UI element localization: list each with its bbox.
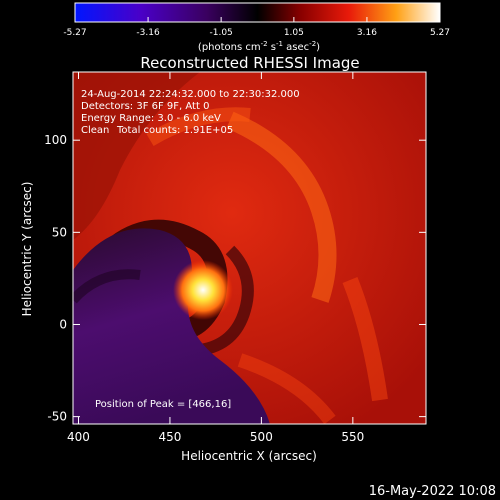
info-energy-range: Energy Range: 3.0 - 6.0 keV xyxy=(81,113,221,124)
colorbar-tick-label: -5.27 xyxy=(63,28,86,38)
colorbar-tick-label: -3.16 xyxy=(136,28,160,38)
x-tick-label: 500 xyxy=(250,430,273,444)
colorbar-gradient xyxy=(74,2,441,23)
info-detectors: Detectors: 3F 6F 9F, Att 0 xyxy=(81,101,209,112)
chart-title: Reconstructed RHESSI Image xyxy=(140,54,359,72)
y-axis-label: Heliocentric Y (arcsec) xyxy=(20,182,34,317)
x-tick-label: 550 xyxy=(341,430,364,444)
rhessi-image xyxy=(73,72,426,424)
colorbar-tick-label: 1.05 xyxy=(284,28,304,38)
colorbar-tick-label: -1.05 xyxy=(209,28,232,38)
footer-date: 16-May-2022 10:08 xyxy=(369,484,496,499)
y-tick-label: 100 xyxy=(44,133,67,147)
plot-frame xyxy=(72,71,427,425)
colorbar-tick-label: 5.27 xyxy=(430,28,450,38)
colorbar: -5.27 -3.16 -1.05 1.05 3.16 5.27 (photons cm-… xyxy=(63,2,450,53)
x-axis-label: Heliocentric X (arcsec) xyxy=(181,449,317,463)
colorbar-ticks: -5.27 -3.16 -1.05 1.05 3.16 5.27 xyxy=(63,17,450,38)
peak-position-label: Position of Peak = [466,16] xyxy=(95,399,231,410)
colorbar-tick-label: 3.16 xyxy=(357,28,377,38)
x-axis-ticks: 400 450 500 550 xyxy=(67,72,364,444)
info-method: Clean xyxy=(81,125,109,136)
x-tick-label: 450 xyxy=(158,430,181,444)
y-tick-label: 50 xyxy=(52,225,67,239)
info-annotations: 24-Aug-2014 22:24:32.000 to 22:30:32.000… xyxy=(81,89,300,410)
y-tick-label: 0 xyxy=(59,317,67,331)
colorbar-unit-label: (photons cm-2 s-1 asec-2) xyxy=(198,40,320,53)
info-time-range: 24-Aug-2014 22:24:32.000 to 22:30:32.000 xyxy=(81,89,300,100)
y-tick-label: -50 xyxy=(47,410,67,424)
y-axis-ticks: -50 0 50 100 xyxy=(44,133,426,424)
info-total-counts: Total counts: 1.91E+05 xyxy=(116,125,233,136)
x-tick-label: 400 xyxy=(67,430,90,444)
